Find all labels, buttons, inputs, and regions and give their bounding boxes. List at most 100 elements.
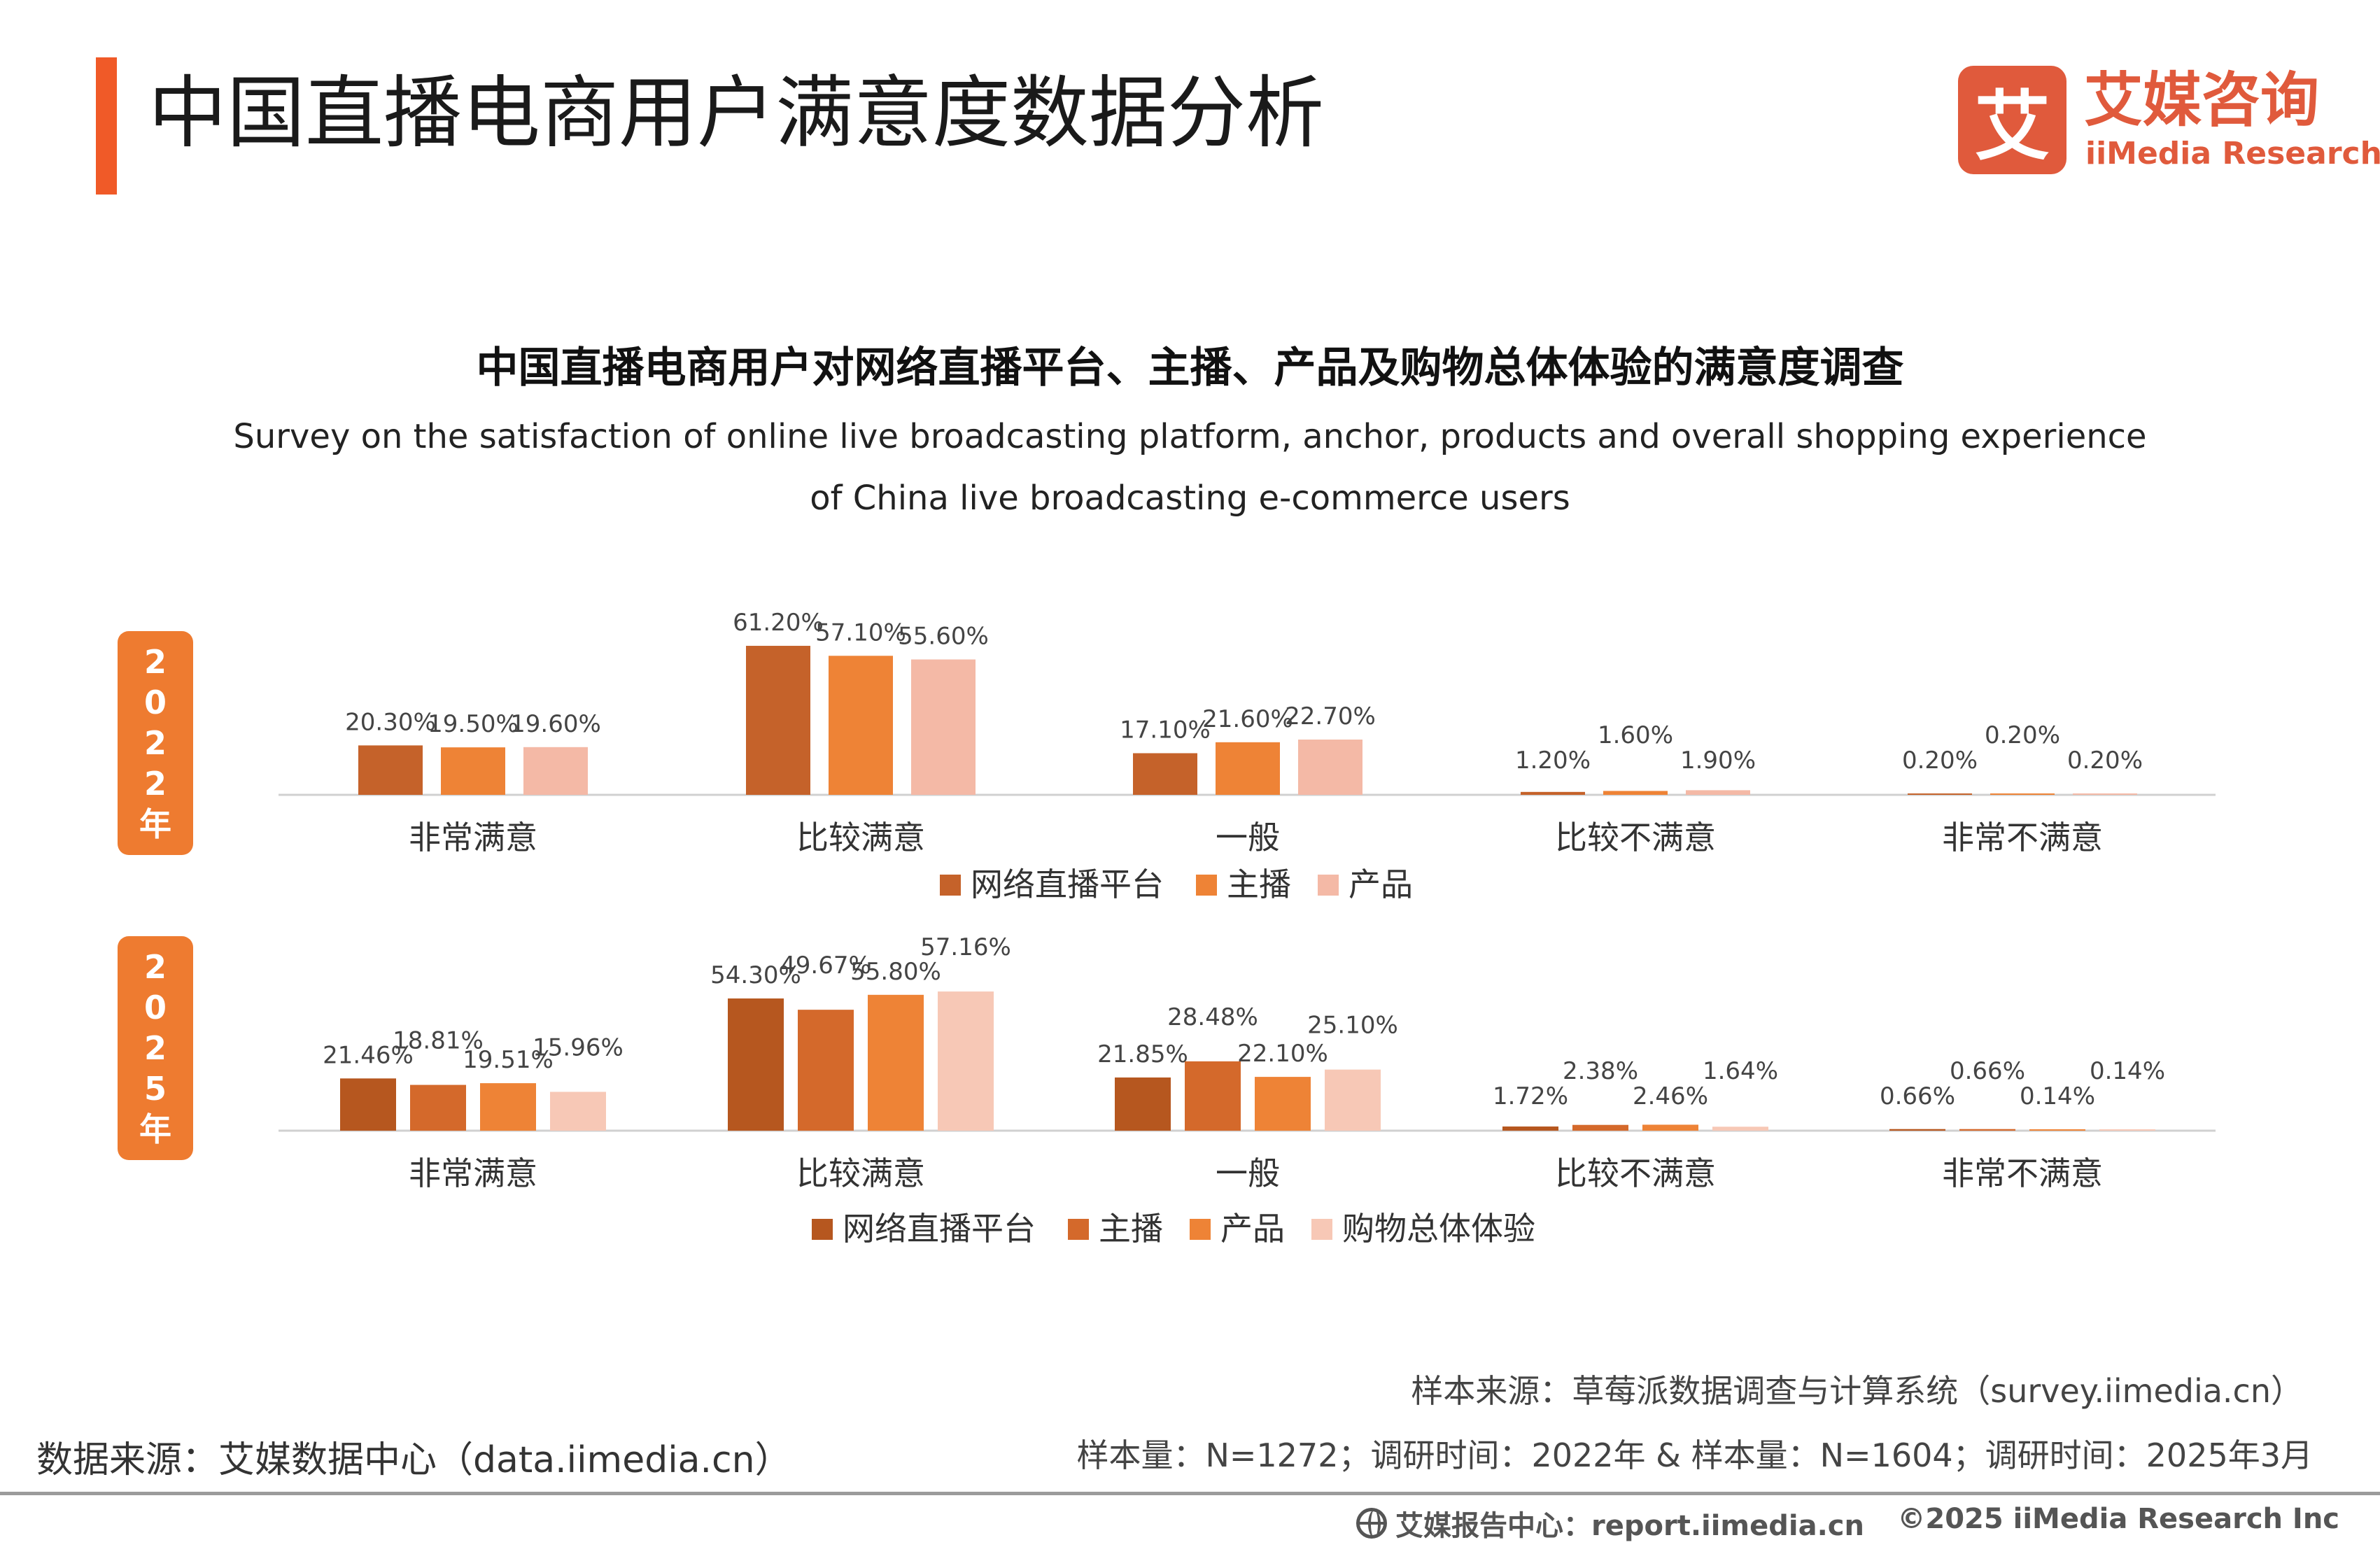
- data-label: 22.10%: [1237, 1040, 1328, 1068]
- legend-swatch: [1196, 875, 1217, 896]
- bar: [1889, 1129, 1945, 1131]
- data-label: 1.64%: [1703, 1057, 1778, 1085]
- category-label: 比较不满意: [1555, 1154, 1716, 1192]
- bar: [868, 994, 924, 1131]
- legend-swatch: [812, 1219, 833, 1240]
- year-badge-char: 2: [143, 1029, 167, 1067]
- data-label: 0.20%: [1985, 721, 2060, 749]
- sample-source: 样本来源：草莓派数据调查与计算系统（survey.iimedia.cn）: [1411, 1372, 2303, 1410]
- data-label: 0.14%: [2090, 1057, 2165, 1085]
- data-label: 57.10%: [815, 619, 906, 647]
- legend-label: 主播: [1099, 1210, 1163, 1248]
- title-accent-bar: [96, 57, 117, 195]
- bar: [410, 1085, 466, 1131]
- sample-info: 样本量：N=1272；调研时间：2022年 & 样本量：N=1604；调研时间：…: [1076, 1436, 2313, 1474]
- legend-label: 产品: [1349, 866, 1413, 903]
- bar: [358, 745, 423, 795]
- year-badge-char: 2: [143, 724, 167, 762]
- data-label: 25.10%: [1307, 1012, 1398, 1040]
- legend-swatch: [1068, 1219, 1089, 1240]
- data-label: 17.10%: [1120, 716, 1211, 744]
- data-label: 22.70%: [1285, 702, 1376, 730]
- year-badge-char: 年: [139, 805, 171, 843]
- data-label: 54.30%: [710, 961, 801, 989]
- bar: [728, 998, 784, 1131]
- bar: [1216, 742, 1280, 795]
- data-label: 61.20%: [733, 609, 824, 637]
- bar: [1502, 1126, 1558, 1131]
- chart-title: 中国直播电商用户对网络直播平台、主播、产品及购物总体体验的满意度调查: [476, 344, 1904, 393]
- year-badge-2022: 2 0 2 2 年: [118, 631, 193, 855]
- bar: [1325, 1069, 1381, 1131]
- logo-name-en: iiMedia Research: [2085, 136, 2380, 171]
- data-label: 1.72%: [1493, 1082, 1568, 1110]
- data-label: 0.66%: [1880, 1082, 1955, 1110]
- data-label: 19.51%: [463, 1046, 554, 1074]
- data-label: 21.85%: [1097, 1040, 1188, 1068]
- legend-swatch: [1190, 1219, 1211, 1240]
- bar: [911, 659, 976, 795]
- bar: [1990, 793, 2055, 795]
- bar: [829, 656, 893, 795]
- brand-logo: 艾 艾媒咨询 iiMedia Research: [1958, 66, 2380, 178]
- year-badge-char: 5: [143, 1070, 167, 1108]
- page-title: 中国直播电商用户满意度数据分析: [148, 68, 1324, 159]
- category-label: 非常不满意: [1942, 819, 2103, 856]
- bar: [938, 991, 994, 1131]
- data-label: 19.50%: [428, 710, 519, 738]
- bar: [1255, 1077, 1311, 1131]
- bar: [1642, 1124, 1698, 1131]
- legend-label: 主播: [1227, 866, 1291, 903]
- legend-label: 产品: [1220, 1210, 1285, 1248]
- data-label: 55.80%: [850, 958, 941, 986]
- year-badge-2025: 2 0 2 5 年: [118, 936, 193, 1160]
- chart-subtitle-line2: of China live broadcasting e-commerce us…: [810, 479, 1570, 518]
- category-label: 一般: [1216, 819, 1280, 856]
- data-label: 2.46%: [1633, 1082, 1708, 1110]
- data-label: 1.60%: [1598, 721, 1673, 749]
- footer-divider: [0, 1492, 2380, 1495]
- bar: [1298, 740, 1362, 795]
- category-label: 比较不满意: [1555, 819, 1716, 856]
- data-label: 0.20%: [1902, 747, 1978, 775]
- data-label: 19.60%: [510, 710, 601, 738]
- bar: [1603, 791, 1668, 795]
- data-label: 28.48%: [1167, 1003, 1258, 1031]
- report-center-text: 艾媒报告中心：report.iimedia.cn: [1395, 1510, 1864, 1542]
- bar: [2073, 793, 2137, 795]
- category-label: 非常不满意: [1942, 1154, 2103, 1192]
- data-label: 1.20%: [1515, 747, 1591, 775]
- bar: [1686, 790, 1750, 795]
- data-label: 15.96%: [533, 1033, 624, 1061]
- data-label: 21.46%: [323, 1041, 414, 1069]
- data-label: 55.60%: [898, 623, 989, 651]
- report-center-link[interactable]: 艾媒报告中心：report.iimedia.cn: [1356, 1503, 1864, 1544]
- bar: [441, 747, 505, 795]
- legend-label: 购物总体体验: [1342, 1210, 1535, 1248]
- data-label: 0.20%: [2067, 747, 2143, 775]
- bar: [2029, 1129, 2085, 1131]
- bar: [340, 1078, 396, 1131]
- data-label: 0.66%: [1950, 1057, 2025, 1085]
- bar: [550, 1092, 606, 1131]
- globe-icon: [1356, 1508, 1387, 1539]
- logo-mark: 艾: [1958, 66, 2066, 174]
- bar: [1185, 1061, 1241, 1131]
- category-label: 非常满意: [409, 1154, 537, 1192]
- category-label: 比较满意: [796, 819, 925, 856]
- chart-subtitle-line1: Survey on the satisfaction of online liv…: [233, 417, 2147, 456]
- bar: [1959, 1129, 2015, 1131]
- data-label: 18.81%: [393, 1027, 484, 1055]
- bar: [1521, 791, 1585, 795]
- bar: [1572, 1124, 1628, 1131]
- legend-swatch: [1311, 1219, 1332, 1240]
- bar: [523, 747, 588, 795]
- data-source: 数据来源：艾媒数据中心（data.iimedia.cn）: [36, 1439, 791, 1481]
- bar: [1115, 1077, 1171, 1131]
- bar: [798, 1010, 854, 1131]
- bar: [2099, 1129, 2155, 1131]
- data-label: 21.60%: [1202, 705, 1293, 733]
- data-label: 20.30%: [345, 708, 436, 736]
- bar: [746, 646, 810, 795]
- legend-swatch: [1318, 875, 1339, 896]
